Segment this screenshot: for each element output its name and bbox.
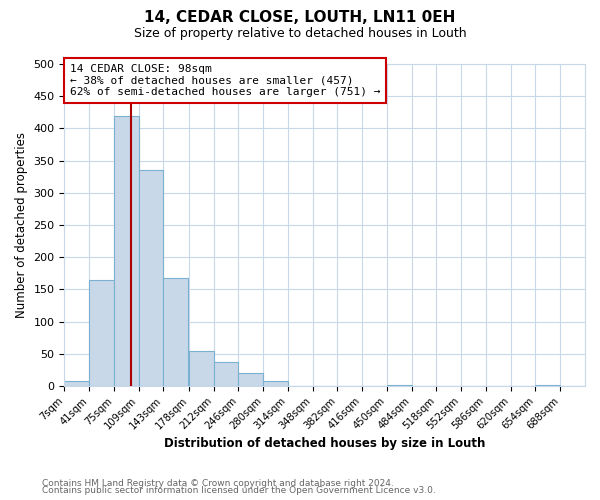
Bar	[64, 381, 89, 386]
Text: 14 CEDAR CLOSE: 98sqm
← 38% of detached houses are smaller (457)
62% of semi-det: 14 CEDAR CLOSE: 98sqm ← 38% of detached …	[70, 64, 380, 97]
Bar	[263, 381, 288, 386]
Bar	[387, 385, 412, 386]
Bar	[535, 385, 560, 386]
Bar	[114, 116, 139, 386]
Bar	[139, 170, 163, 386]
Bar	[189, 350, 214, 386]
Text: Size of property relative to detached houses in Louth: Size of property relative to detached ho…	[134, 28, 466, 40]
Bar	[238, 373, 263, 386]
X-axis label: Distribution of detached houses by size in Louth: Distribution of detached houses by size …	[164, 437, 485, 450]
Bar	[214, 362, 238, 386]
Bar	[163, 278, 188, 386]
Y-axis label: Number of detached properties: Number of detached properties	[15, 132, 28, 318]
Bar	[89, 280, 114, 386]
Text: Contains public sector information licensed under the Open Government Licence v3: Contains public sector information licen…	[42, 486, 436, 495]
Text: Contains HM Land Registry data © Crown copyright and database right 2024.: Contains HM Land Registry data © Crown c…	[42, 478, 394, 488]
Text: 14, CEDAR CLOSE, LOUTH, LN11 0EH: 14, CEDAR CLOSE, LOUTH, LN11 0EH	[145, 10, 455, 25]
